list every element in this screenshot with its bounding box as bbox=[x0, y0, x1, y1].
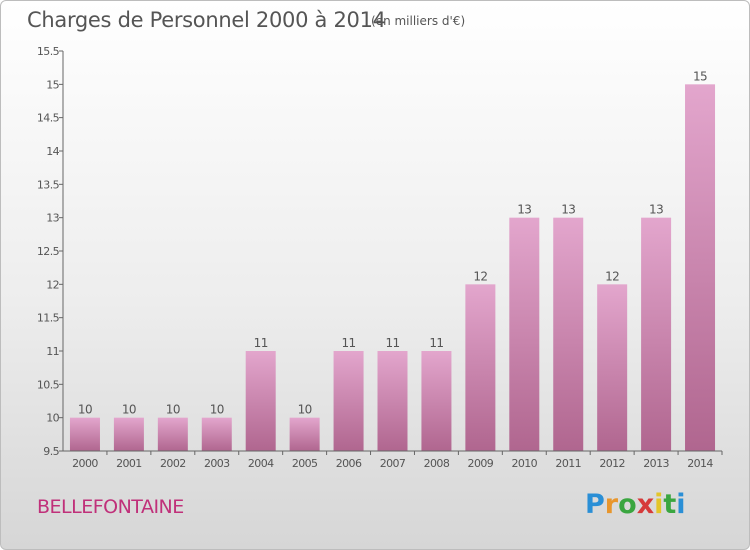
bar-2014 bbox=[685, 84, 716, 451]
y-tick-label: 15.5 bbox=[37, 45, 60, 58]
logo-letter: r bbox=[604, 489, 619, 520]
logo-letter: i bbox=[676, 489, 686, 520]
y-tick-label: 13.5 bbox=[37, 178, 60, 191]
bar-2000 bbox=[69, 417, 100, 451]
y-tick-label: 10.5 bbox=[37, 378, 60, 391]
bar-2004 bbox=[245, 351, 276, 451]
unit-note: (en milliers d'€) bbox=[371, 14, 466, 28]
value-label-2004: 11 bbox=[254, 336, 268, 350]
x-tick-label-2007: 2007 bbox=[380, 457, 406, 470]
bar-2003 bbox=[201, 417, 232, 451]
bar-2008 bbox=[421, 351, 452, 451]
commune-name: BELLEFONTAINE bbox=[37, 496, 184, 518]
y-tick-label: 15 bbox=[46, 78, 59, 91]
x-tick-label-2001: 2001 bbox=[116, 457, 142, 470]
y-tick-label: 13 bbox=[46, 212, 59, 225]
x-tick-label-2006: 2006 bbox=[336, 457, 362, 470]
value-label-2009: 12 bbox=[473, 269, 487, 283]
y-tick-label: 14 bbox=[46, 145, 59, 158]
bar-2005 bbox=[289, 417, 320, 451]
logo-letter: o bbox=[618, 489, 637, 520]
y-tick-label: 10 bbox=[46, 412, 59, 425]
logo-letter: t bbox=[663, 489, 677, 520]
logo-letter: i bbox=[654, 489, 664, 520]
x-tick-label-2003: 2003 bbox=[204, 457, 230, 470]
value-label-2005: 10 bbox=[298, 403, 312, 417]
value-label-2013: 13 bbox=[649, 203, 663, 217]
bar-2013 bbox=[641, 217, 672, 451]
x-tick-label-2008: 2008 bbox=[424, 457, 450, 470]
bar-2007 bbox=[377, 351, 408, 451]
value-label-2000: 10 bbox=[78, 403, 92, 417]
value-label-2002: 10 bbox=[166, 403, 180, 417]
x-tick-label-2014: 2014 bbox=[687, 457, 713, 470]
logo-letter: P bbox=[585, 489, 605, 520]
y-axis: 9.5 10 10.5 11 11.5 12 12.5 13 13.5 14 14.5 15 15.5 bbox=[37, 45, 64, 458]
value-label-2014: 15 bbox=[693, 69, 707, 83]
x-tick-label-2000: 2000 bbox=[72, 457, 98, 470]
proxiti-logo: Proxiti bbox=[585, 489, 686, 520]
value-label-2003: 10 bbox=[210, 403, 224, 417]
logo-letter: x bbox=[636, 489, 655, 520]
x-tick-label-2005: 2005 bbox=[292, 457, 318, 470]
x-tick-label-2011: 2011 bbox=[555, 457, 581, 470]
bar-2011 bbox=[553, 217, 584, 451]
x-tick-label-2010: 2010 bbox=[511, 457, 537, 470]
bar-2001 bbox=[113, 417, 144, 451]
value-label-2008: 11 bbox=[429, 336, 443, 350]
bar-2009 bbox=[465, 284, 496, 451]
y-tick-label: 9.5 bbox=[43, 445, 59, 458]
bar-2010 bbox=[509, 217, 540, 451]
bar-2006 bbox=[333, 351, 364, 451]
x-tick-label-2012: 2012 bbox=[599, 457, 625, 470]
bars: 10 10 10 10 11 10 11 11 11 12 13 13 12 13 15 bbox=[69, 69, 716, 451]
bar-2002 bbox=[157, 417, 188, 451]
value-label-2007: 11 bbox=[385, 336, 399, 350]
x-tick-label-2013: 2013 bbox=[643, 457, 669, 470]
x-axis: 2000 2001 2002 2003 2004 2005 2006 2007 2008 2009… bbox=[63, 450, 723, 470]
x-tick-label-2004: 2004 bbox=[248, 457, 274, 470]
value-label-2010: 13 bbox=[517, 203, 531, 217]
value-label-2001: 10 bbox=[122, 403, 136, 417]
chart-title: Charges de Personnel 2000 à 2014 bbox=[27, 8, 386, 32]
x-tick-label-2002: 2002 bbox=[160, 457, 186, 470]
y-tick-label: 11.5 bbox=[37, 312, 60, 325]
y-tick-label: 12.5 bbox=[37, 245, 60, 258]
value-label-2011: 13 bbox=[561, 203, 575, 217]
value-label-2012: 12 bbox=[605, 269, 619, 283]
y-tick-label: 14.5 bbox=[37, 112, 60, 125]
value-label-2006: 11 bbox=[342, 336, 356, 350]
y-tick-label: 11 bbox=[46, 345, 59, 358]
y-tick-label: 12 bbox=[46, 278, 59, 291]
bar-2012 bbox=[597, 284, 628, 451]
x-tick-label-2009: 2009 bbox=[468, 457, 494, 470]
